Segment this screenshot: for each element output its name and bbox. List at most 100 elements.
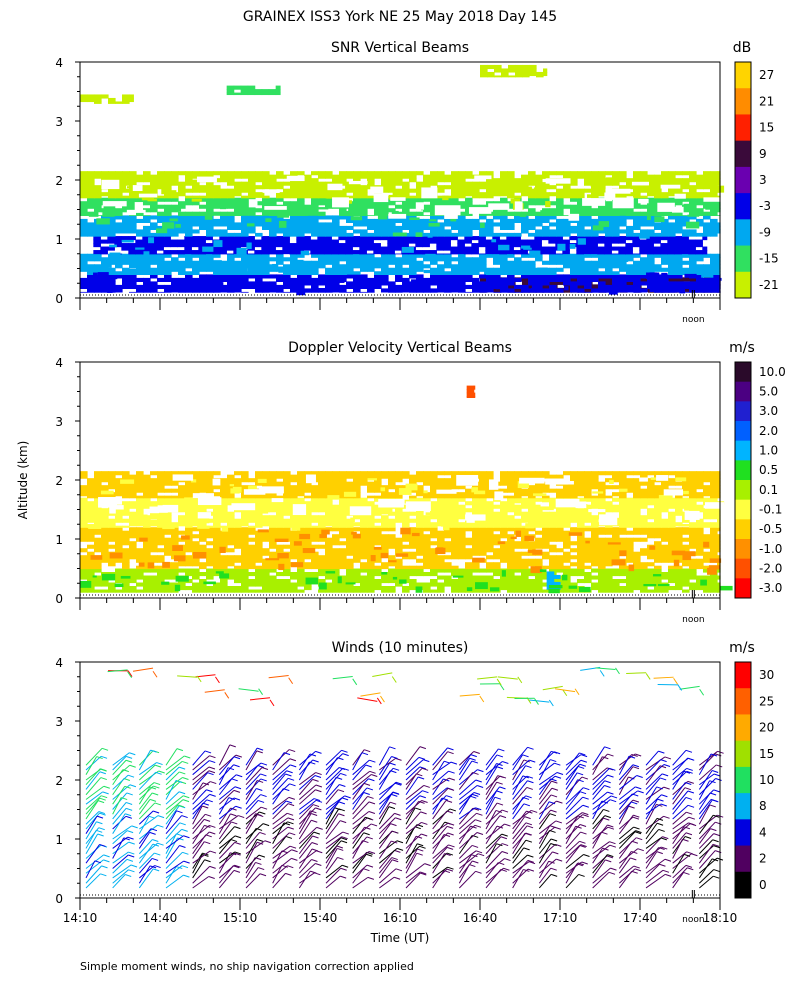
heatmap-cell (583, 243, 591, 248)
heatmap-cell (612, 260, 620, 265)
heatmap-cell (451, 565, 459, 570)
heatmap-cell (717, 204, 721, 209)
heatmap-cell (227, 274, 235, 279)
heatmap-cell (339, 267, 347, 272)
heatmap-cell (465, 277, 473, 282)
heatmap-cell (654, 579, 662, 584)
heatmap-cell (269, 284, 277, 289)
heatmap-cell (129, 504, 137, 509)
heatmap-cell (556, 291, 564, 293)
heatmap-cell (136, 257, 144, 262)
heatmap-cell (675, 260, 683, 265)
heatmap-cell (241, 171, 249, 176)
heatmap-patch (347, 200, 353, 204)
heatmap-cell (164, 537, 172, 542)
heatmap-cell (87, 281, 95, 286)
heatmap-cell (325, 271, 333, 275)
heatmap-cell (374, 211, 382, 216)
heatmap-cell (199, 288, 207, 293)
heatmap-cell (499, 239, 507, 244)
heatmap-cell (458, 541, 466, 546)
heatmap-cell (80, 501, 88, 506)
heatmap-cell (185, 525, 193, 528)
heatmap-cell (458, 291, 466, 293)
heatmap-cell (87, 284, 95, 289)
heatmap-cell (129, 181, 137, 186)
heatmap-cell (563, 530, 571, 535)
heatmap-cell (283, 277, 291, 282)
heatmap-cell (325, 589, 333, 593)
heatmap-cell (535, 575, 543, 580)
heatmap-cell (591, 218, 599, 223)
heatmap-cell (660, 253, 668, 255)
heatmap-cell (262, 504, 270, 509)
heatmap-cell (402, 267, 410, 272)
heatmap-cell (485, 246, 493, 251)
heatmap-cell (325, 565, 333, 570)
heatmap-cell (647, 579, 655, 584)
heatmap-cell (283, 284, 291, 289)
heatmap-cell (584, 527, 592, 532)
heatmap-cell (339, 178, 347, 183)
heatmap-cell (206, 185, 214, 190)
heatmap-cell (213, 277, 221, 282)
heatmap-cell (717, 288, 721, 293)
heatmap-cell (87, 274, 95, 279)
heatmap-cell (185, 558, 193, 563)
heatmap-cell (178, 508, 186, 513)
heatmap-cell (479, 181, 487, 186)
heatmap-cell (563, 215, 571, 216)
heatmap-cell (409, 537, 417, 542)
heatmap-cell (353, 579, 361, 584)
heatmap-cell (556, 579, 564, 584)
heatmap-cell (619, 544, 627, 549)
heatmap-cell (612, 274, 620, 279)
heatmap-cell (675, 264, 683, 269)
heatmap-cell (416, 264, 424, 269)
heatmap-cell (234, 174, 242, 179)
heatmap-cell (150, 253, 158, 258)
heatmap-cell (647, 201, 655, 206)
heatmap-cell (199, 586, 207, 591)
heatmap-cell (150, 586, 158, 591)
heatmap-cell (248, 215, 256, 220)
heatmap-cell (227, 575, 235, 580)
heatmap-cell (682, 260, 690, 265)
heatmap-cell (395, 274, 403, 279)
heatmap-cell (451, 222, 459, 227)
heatmap-cell (240, 236, 248, 241)
heatmap-cell (584, 565, 592, 570)
heatmap-cell (493, 215, 501, 216)
heatmap-cell (304, 527, 312, 532)
heatmap-cell (541, 246, 549, 251)
heatmap-cell (262, 267, 270, 272)
heatmap-cell (276, 515, 284, 520)
heatmap-cell (682, 530, 690, 535)
heatmap-cell (563, 565, 571, 570)
heatmap-cell (717, 225, 721, 230)
heatmap-cell (192, 215, 200, 220)
heatmap-cell (150, 568, 158, 573)
heatmap-cell (626, 277, 634, 282)
heatmap-cell (332, 579, 340, 584)
heatmap-cell (157, 548, 165, 553)
heatmap-cell (675, 253, 683, 258)
heatmap-cell (178, 281, 186, 286)
heatmap-cell (268, 246, 276, 251)
heatmap-cell (212, 253, 220, 255)
heatmap-cell (395, 582, 403, 587)
heatmap-cell (185, 555, 193, 560)
heatmap-cell (213, 291, 221, 293)
heatmap-cell (549, 558, 557, 563)
heatmap-cell (353, 222, 361, 227)
heatmap-cell (513, 236, 521, 241)
heatmap-cell (283, 274, 291, 279)
heatmap-cell (423, 225, 431, 230)
heatmap-cell (171, 215, 179, 220)
heatmap-cell (289, 246, 297, 251)
heatmap-cell (304, 277, 312, 282)
heatmap-cell (94, 101, 102, 104)
heatmap-cell (465, 201, 473, 206)
heatmap-cell (143, 518, 151, 523)
heatmap-cell (360, 215, 368, 220)
